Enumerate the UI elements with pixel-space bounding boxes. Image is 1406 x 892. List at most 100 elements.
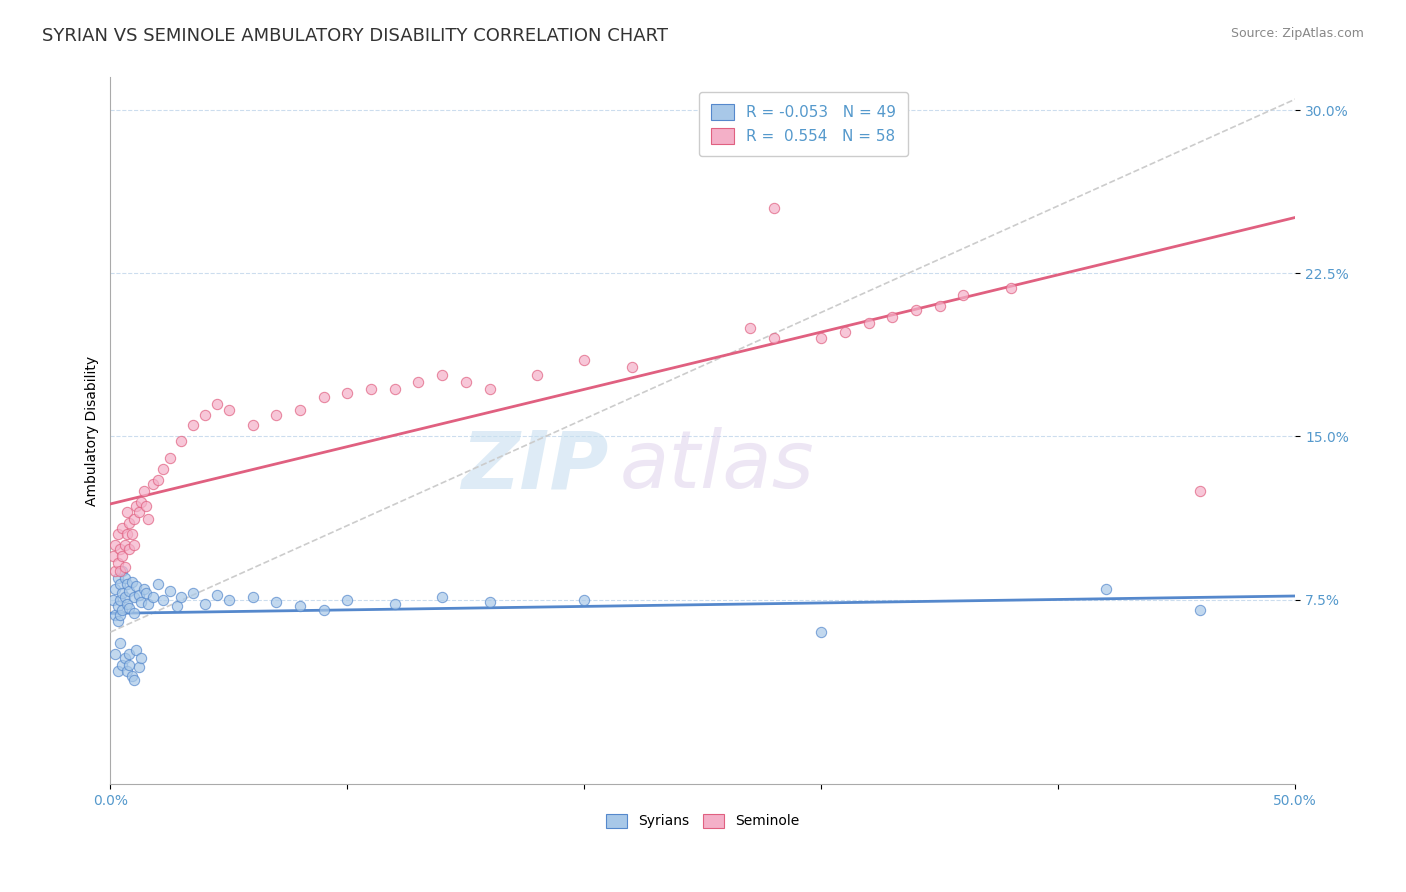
Point bbox=[107, 614, 129, 628]
Point bbox=[101, 549, 124, 563]
Point bbox=[183, 418, 205, 433]
Point bbox=[142, 477, 165, 491]
Point bbox=[194, 408, 217, 422]
Point bbox=[152, 462, 174, 476]
Point bbox=[118, 601, 141, 615]
Point bbox=[104, 538, 127, 552]
Point bbox=[107, 665, 129, 679]
Point bbox=[104, 607, 127, 622]
Point bbox=[114, 571, 136, 585]
Point bbox=[336, 592, 359, 607]
Point bbox=[135, 499, 157, 513]
Point bbox=[118, 583, 141, 598]
Point bbox=[205, 397, 228, 411]
Point bbox=[905, 303, 928, 318]
Point bbox=[114, 591, 136, 605]
Point bbox=[146, 577, 169, 591]
Point bbox=[312, 603, 335, 617]
Point bbox=[1094, 582, 1116, 596]
Point bbox=[834, 325, 856, 339]
Point bbox=[183, 586, 205, 600]
Point bbox=[111, 521, 134, 535]
Point bbox=[122, 512, 145, 526]
Point bbox=[408, 375, 430, 389]
Point bbox=[107, 556, 129, 570]
Point bbox=[288, 599, 311, 613]
Text: atlas: atlas bbox=[620, 427, 814, 505]
Point bbox=[430, 368, 453, 383]
Point bbox=[111, 549, 134, 563]
Point bbox=[166, 599, 188, 613]
Point bbox=[122, 591, 145, 605]
Text: ZIP: ZIP bbox=[461, 427, 607, 505]
Point bbox=[111, 586, 134, 600]
Point bbox=[125, 499, 148, 513]
Point bbox=[574, 353, 596, 368]
Point bbox=[146, 473, 169, 487]
Point bbox=[111, 564, 134, 578]
Point bbox=[454, 375, 477, 389]
Point bbox=[810, 331, 832, 345]
Point bbox=[430, 591, 453, 605]
Point bbox=[1189, 483, 1212, 498]
Point bbox=[218, 403, 240, 417]
Point bbox=[266, 595, 288, 609]
Point bbox=[121, 575, 143, 590]
Point bbox=[478, 382, 501, 396]
Point bbox=[132, 582, 155, 596]
Point bbox=[118, 542, 141, 557]
Point bbox=[740, 320, 762, 334]
Point bbox=[101, 592, 124, 607]
Point bbox=[104, 582, 127, 596]
Point bbox=[121, 527, 143, 541]
Point bbox=[122, 673, 145, 687]
Point bbox=[108, 607, 131, 622]
Point bbox=[104, 647, 127, 661]
Point bbox=[115, 527, 138, 541]
Text: SYRIAN VS SEMINOLE AMBULATORY DISABILITY CORRELATION CHART: SYRIAN VS SEMINOLE AMBULATORY DISABILITY… bbox=[42, 27, 668, 45]
Point bbox=[115, 665, 138, 679]
Text: Source: ZipAtlas.com: Source: ZipAtlas.com bbox=[1230, 27, 1364, 40]
Point bbox=[159, 583, 181, 598]
Y-axis label: Ambulatory Disability: Ambulatory Disability bbox=[86, 356, 100, 506]
Point bbox=[104, 564, 127, 578]
Point bbox=[129, 595, 152, 609]
Point bbox=[218, 592, 240, 607]
Point bbox=[111, 657, 134, 672]
Point bbox=[142, 591, 165, 605]
Point bbox=[128, 660, 150, 674]
Point bbox=[478, 595, 501, 609]
Point bbox=[152, 592, 174, 607]
Point bbox=[136, 512, 159, 526]
Point bbox=[108, 564, 131, 578]
Point bbox=[136, 597, 159, 611]
Point bbox=[620, 359, 643, 374]
Point bbox=[108, 592, 131, 607]
Point bbox=[111, 603, 134, 617]
Point bbox=[360, 382, 382, 396]
Point bbox=[810, 625, 832, 640]
Point bbox=[114, 651, 136, 665]
Point bbox=[128, 588, 150, 602]
Point bbox=[118, 657, 141, 672]
Legend: Syrians, Seminole: Syrians, Seminole bbox=[600, 808, 806, 834]
Point bbox=[266, 408, 288, 422]
Point bbox=[574, 592, 596, 607]
Point bbox=[108, 636, 131, 650]
Point bbox=[125, 642, 148, 657]
Point bbox=[114, 560, 136, 574]
Point bbox=[336, 385, 359, 400]
Point bbox=[858, 316, 880, 330]
Point bbox=[118, 516, 141, 531]
Point bbox=[312, 390, 335, 404]
Point bbox=[205, 588, 228, 602]
Point bbox=[125, 579, 148, 593]
Point bbox=[170, 434, 193, 448]
Point bbox=[952, 288, 974, 302]
Point bbox=[762, 201, 785, 215]
Point bbox=[135, 586, 157, 600]
Point bbox=[115, 597, 138, 611]
Point bbox=[122, 606, 145, 620]
Point bbox=[121, 668, 143, 682]
Point bbox=[122, 538, 145, 552]
